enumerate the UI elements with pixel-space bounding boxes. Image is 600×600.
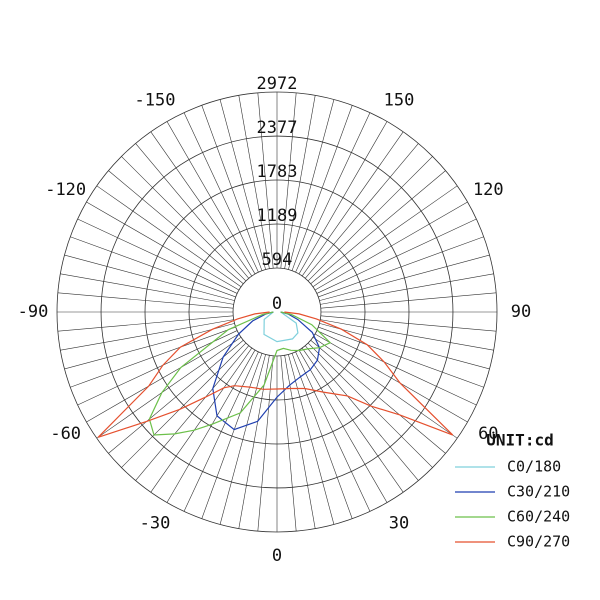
grid-ring (100, 135, 454, 489)
legend-label: C60/240 (507, 508, 570, 526)
angle-tick-label: -150 (135, 91, 176, 111)
angle-tick-label: -30 (140, 513, 171, 533)
angle-tick-label: -90 (18, 302, 49, 322)
grid-ring (232, 267, 322, 357)
angle-tick-label: 150 (384, 91, 415, 111)
unit-label: UNIT:cd (486, 431, 553, 450)
grid-ring (188, 223, 366, 401)
series-line (212, 311, 321, 431)
angle-tick-label: 60 (478, 424, 498, 444)
angle-tick-label: -60 (50, 424, 81, 444)
radial-tick-label: 1783 (257, 162, 298, 182)
grid-ring (144, 179, 410, 445)
radial-tick-label: 0 (272, 294, 282, 314)
legend-label: C0/180 (507, 458, 561, 476)
series-line (263, 311, 299, 343)
legend-label: C30/210 (507, 483, 570, 501)
angle-tick-label: 0 (272, 546, 282, 566)
radial-tick-label: 594 (262, 250, 293, 270)
legend-label: C90/270 (507, 533, 570, 551)
grid-ring (56, 91, 498, 533)
angle-tick-label: -120 (45, 180, 86, 200)
radial-tick-label: 1189 (257, 206, 298, 226)
angle-tick-label: 120 (473, 180, 504, 200)
angle-tick-label: 30 (389, 513, 409, 533)
angle-tick-label: 90 (511, 302, 531, 322)
series-line (148, 311, 332, 436)
radial-tick-label: 2972 (257, 74, 298, 94)
series-line (97, 311, 454, 438)
radial-tick-label: 2377 (257, 118, 298, 138)
